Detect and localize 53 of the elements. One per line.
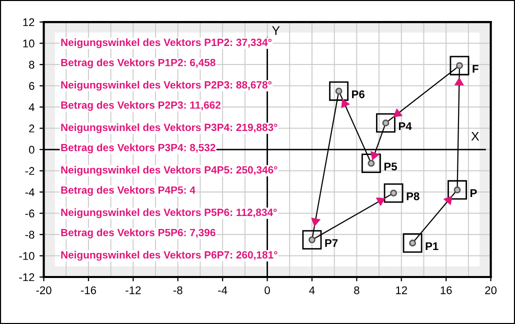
annotation: P5 <box>384 162 397 170</box>
annotation: Betrag des Vektors P5P6: 7,396 <box>61 228 216 238</box>
x-tick-label: 12 <box>396 286 408 294</box>
x-tick-label: 0 <box>264 286 270 294</box>
y-tick-label: -12 <box>19 273 34 282</box>
point <box>384 183 404 203</box>
annotation: P8 <box>406 192 420 200</box>
annotation: Neigungswinkel des Vektors P3P4: 219,883° <box>61 123 278 134</box>
point <box>450 56 470 76</box>
annotation: Neigungswinkel des Vektors P1P2: 37,334° <box>61 38 272 48</box>
point <box>302 230 322 250</box>
annotation: P1 <box>426 242 438 250</box>
annotation: Neigungswinkel des Vektors P4P5: 250,346° <box>61 166 278 176</box>
annotation: P6 <box>352 90 364 98</box>
annotation: P4 <box>398 122 412 130</box>
annotation: Y <box>272 26 280 35</box>
annotation: Neigungswinkel des Vektors P5P6: 112,834° <box>61 208 277 218</box>
point <box>402 233 422 253</box>
annotation: Betrag des Vektors P2P3: 11,662 <box>61 101 221 111</box>
annotation: Betrag des Vektors P3P4: 8,532 <box>61 144 216 154</box>
y-tick-label: -4 <box>25 188 34 196</box>
annotation: Betrag des Vektors P4P5: 4 <box>61 186 196 196</box>
y-tick-label: 0 <box>29 146 34 154</box>
x-tick-label: -4 <box>218 286 228 294</box>
x-tick-label: -20 <box>36 286 52 294</box>
y-tick-label: -8 <box>25 230 34 239</box>
annotation: Betrag des Vektors P1P2: 6,458 <box>61 58 216 68</box>
point <box>329 81 349 101</box>
annotation: Neigungswinkel des Vektors P2P3: 88,678° <box>61 80 272 91</box>
annotation: P7 <box>325 239 338 247</box>
y-tick-label: -10 <box>19 252 34 260</box>
point <box>376 113 396 133</box>
x-tick-label: 20 <box>485 286 497 294</box>
y-tick-label: 6 <box>29 82 34 90</box>
x-tick-label: 4 <box>309 286 315 294</box>
point <box>361 154 381 174</box>
x-tick-label: -16 <box>80 286 96 294</box>
annotation: F <box>472 64 478 73</box>
y-tick-label: 2 <box>29 124 34 132</box>
x-tick-label: 8 <box>354 286 360 294</box>
annotation: P <box>470 189 477 197</box>
annotation: Neigungswinkel des Vektors P6P7: 260,181° <box>61 250 278 261</box>
y-tick-label: -2 <box>25 167 34 175</box>
y-tick-label: 10 <box>23 40 34 48</box>
y-tick-label: 12 <box>23 18 34 26</box>
point <box>448 180 467 200</box>
x-tick-label: -8 <box>173 286 182 294</box>
y-tick-label: 4 <box>28 103 34 112</box>
y-tick-label: -6 <box>25 210 34 218</box>
x-tick-label: -12 <box>126 286 141 294</box>
y-tick-label: 8 <box>29 60 34 69</box>
annotation: X <box>471 132 480 141</box>
x-tick-label: 16 <box>440 286 452 294</box>
